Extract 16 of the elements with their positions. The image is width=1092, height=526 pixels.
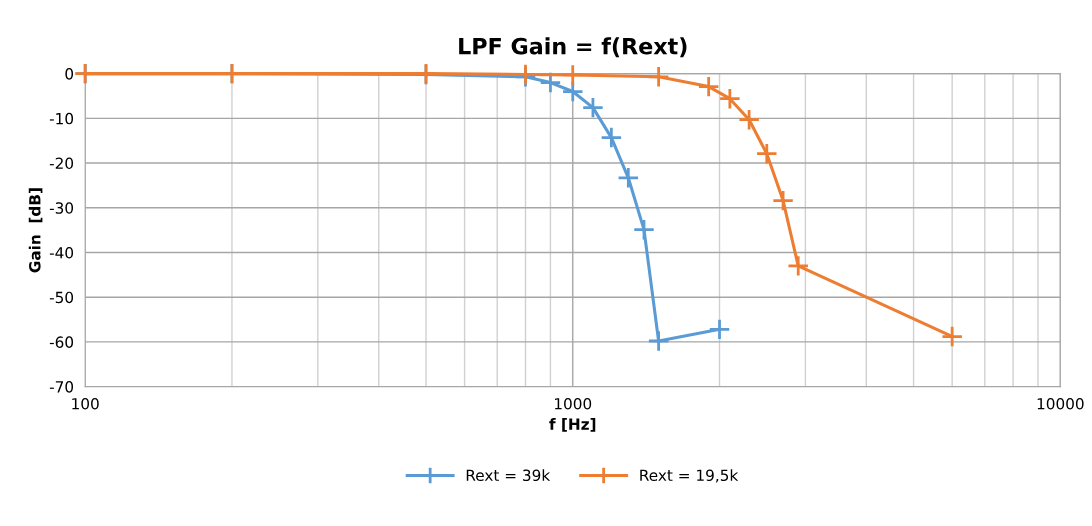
x-tick-label: 1000 (554, 397, 592, 410)
y-axis-title: Gain [dB] (28, 188, 43, 273)
y-tick-label: -70 (49, 381, 74, 393)
y-tick-label: -10 (49, 112, 74, 125)
x-tick-label: 10000 (1037, 397, 1084, 410)
y-tick-label: -20 (49, 157, 74, 170)
y-tick-label: 0 (65, 68, 74, 80)
x-tick-label: 100 (72, 397, 99, 410)
y-tick-label: -50 (49, 291, 74, 304)
legend-label: Rext = 39k (466, 469, 551, 482)
y-tick-label: -60 (49, 336, 74, 348)
chart-title: LPF Gain = f(Rext) (459, 37, 687, 58)
legend-label: Rext = 19,5k (640, 469, 739, 483)
y-tick-label: -30 (49, 202, 74, 214)
y-tick-label: -40 (49, 246, 74, 259)
x-axis-title: f [Hz] (549, 418, 596, 432)
